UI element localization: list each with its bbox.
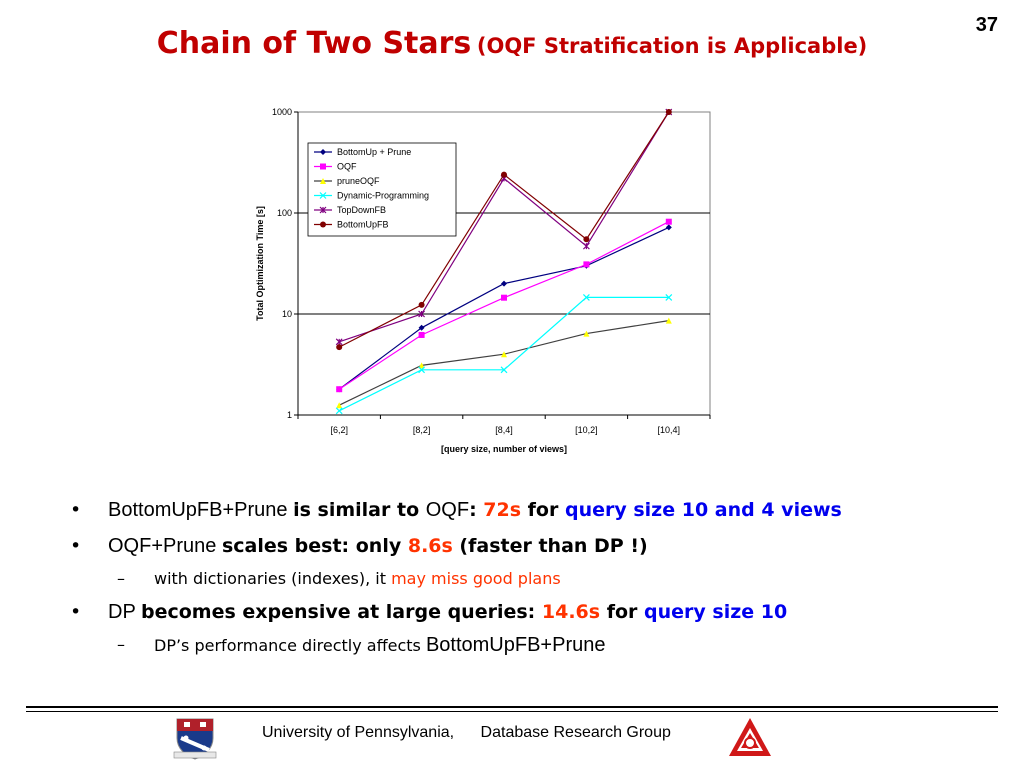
slide-title-subtitle: (OQF Stratification is Applicable) [476,34,868,58]
bullet-item: • DP becomes expensive at large queries: … [70,594,1010,630]
legend-marker [320,178,326,184]
data-point [665,293,673,301]
footer-divider [26,706,998,708]
penn-shield-logo [173,718,217,760]
data-point [336,402,343,409]
legend-marker [320,149,326,155]
bullet-text: (faster than DP !) [452,535,648,557]
sub-bullet-item: – with dictionaries (indexes), it may mis… [70,564,1010,594]
data-point [336,386,343,393]
y-tick-label: 1 [287,410,292,420]
legend-marker [319,192,327,199]
bullet-text: for [521,499,565,521]
optimization-time-chart: 1 10 100 1000 [6,2] [8,2] [8,4] [10,2] [10,4] [qu… [255,107,711,454]
x-tick-label: [6,2] [330,425,348,435]
legend-marker [319,206,327,214]
x-tick-label: [10,2] [575,425,598,435]
legend-entry: BottomUp + Prune [337,147,411,157]
x-tick-label: [8,2] [413,425,431,435]
bullet-text: becomes expensive at large queries: [140,601,542,623]
bullet-marker: • [70,601,82,623]
bullet-marker: • [70,535,82,557]
bullet-text: only [355,535,408,557]
database-group-logo [729,718,771,756]
bullet-marker: • [70,499,82,521]
data-point [418,324,425,331]
data-point [501,280,507,287]
bullet-marker: – [117,569,125,588]
legend-entry: TopDownFB [337,205,386,215]
legend [307,142,457,237]
slide-title-main: Chain of Two Stars [156,26,472,61]
y-axis-label: Total Optimization Time [s] [255,206,265,321]
footer-divider-thin [26,711,998,712]
legend-entry: Dynamic-Programming [337,191,429,201]
bullet-list: • BottomUpFB+Prune is similar to OQF: 72s… [70,492,1010,661]
slide-title: Chain of Two Stars (OQF Stratification i… [0,26,1024,61]
bullet-text: scales best: [221,535,356,557]
data-point [501,171,507,178]
x-tick-label: [8,4] [495,425,513,435]
bullet-text: with dictionaries (indexes), it [154,569,392,588]
y-tick-label: 1000 [272,107,292,117]
bullet-text: query size 10 [644,601,788,623]
footer-text: University of Pennsylvania, Database Res… [262,724,671,742]
data-point [336,344,343,351]
data-point [665,218,672,225]
x-axis-label: [query size, number of views] [441,444,567,454]
legend-entry: BottomUpFB [337,220,389,230]
data-point [418,331,425,338]
bullet-text: : [469,499,484,521]
bullet-text: query size 10 and 4 views [564,499,842,521]
data-point [583,261,590,268]
data-point [501,351,507,358]
footer-group: Database Research Group [480,724,671,741]
data-point [418,301,425,308]
bullet-text: DP [108,601,141,623]
data-point [665,317,672,324]
bullet-text: BottomUpFB+Prune [425,634,606,656]
bullet-text: 72s [483,499,522,521]
bullet-text: OQF+Prune [108,535,222,557]
legend-entry: pruneOQF [337,176,380,186]
data-point [335,338,343,346]
bullet-item: • OQF+Prune scales best: only 8.6s (faste… [70,528,1010,564]
y-tick-label: 100 [277,208,292,218]
data-point [665,109,672,115]
data-point [335,407,343,415]
legend-marker [320,221,326,228]
footer-university: University of Pennsylvania, [262,724,455,741]
data-point [665,224,672,231]
data-point [582,293,590,301]
data-point [501,294,507,301]
bullet-text: DP’s performance directly affects [154,636,426,655]
legend-marker [320,163,326,170]
bullet-text: OQF [425,499,470,521]
data-point [418,310,426,318]
data-point [418,366,426,374]
data-point [418,362,425,369]
legend-entry: OQF [337,162,357,172]
x-tick-label: [10,4] [658,425,681,435]
bullet-marker: – [117,635,125,654]
data-point [500,366,508,374]
data-point [583,330,590,337]
bullet-text: for [600,601,644,623]
sub-bullet-item: – DP’s performance directly affects Botto… [70,630,1010,661]
page-number: 37 [975,14,998,36]
bullet-text: 14.6s [541,601,601,623]
bullet-item: • BottomUpFB+Prune is similar to OQF: 72s… [70,492,1010,528]
bullet-text: BottomUpFB+Prune [108,499,294,521]
data-point [582,242,590,250]
y-tick-label: 10 [282,309,292,319]
bullet-text: is similar to [293,499,426,521]
bullet-text: may miss good plans [391,569,561,588]
data-point [583,236,590,243]
bullet-text: 8.6s [407,535,453,557]
